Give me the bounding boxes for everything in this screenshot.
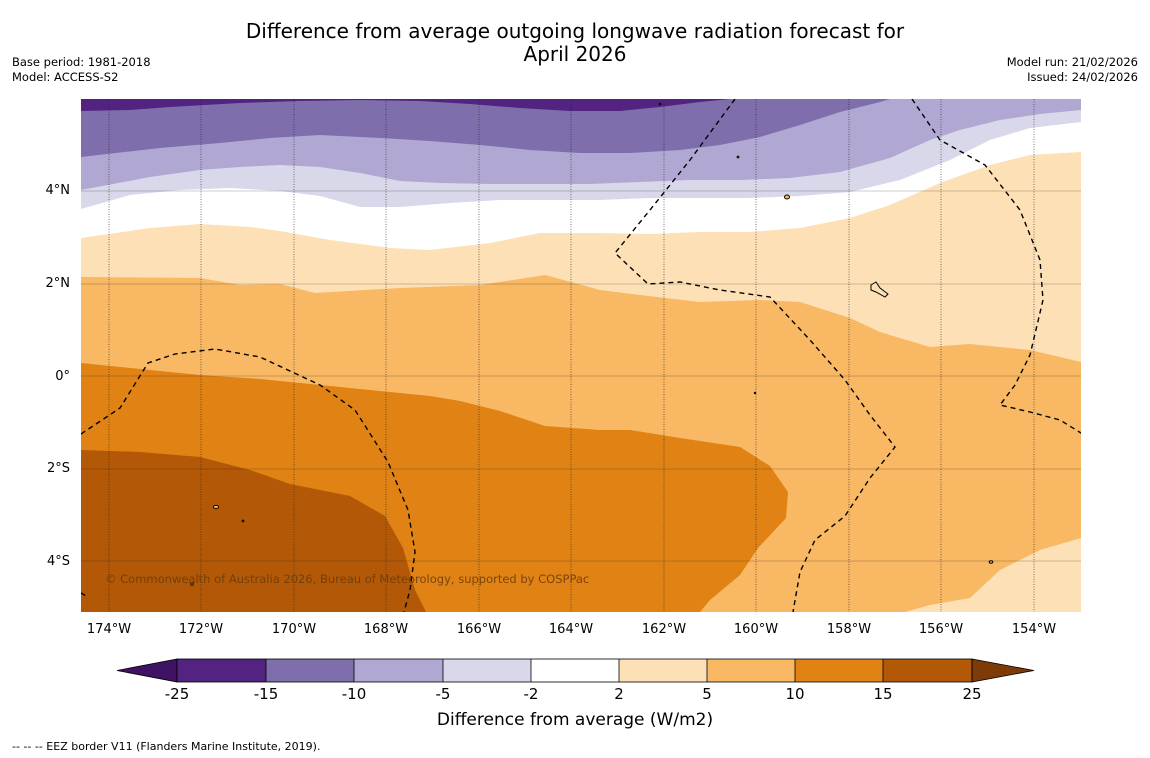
colorbar-tick: 2	[614, 685, 624, 703]
islands	[190, 102, 994, 586]
colorbar-cell	[443, 659, 531, 682]
colorbar-cell	[883, 659, 972, 682]
eez-border-east	[911, 99, 1081, 434]
eez-borders	[81, 99, 1081, 612]
colorbar-tick: -5	[435, 685, 451, 703]
colorbar-cell	[619, 659, 707, 682]
lon-label: 160°W	[733, 622, 779, 637]
eez-border-west	[81, 348, 416, 612]
model-run: Model run: 21/02/2026	[1006, 55, 1138, 69]
colorbar	[116, 658, 1035, 683]
eez-border-sw	[81, 592, 87, 597]
island	[658, 102, 662, 106]
colorbar-cell	[177, 659, 266, 682]
lat-label-4n: 4°N	[45, 183, 71, 198]
title-line-1: Difference from average outgoing longwav…	[245, 19, 905, 43]
colorbar-extend-min	[116, 658, 178, 683]
eez-legend-note: -- -- -- EEZ border V11 (Flanders Marine…	[12, 740, 321, 753]
island	[241, 519, 245, 523]
colorbar-cell	[354, 659, 443, 682]
lon-label: 164°W	[548, 622, 594, 637]
lat-label-4s: 4°S	[46, 554, 70, 569]
lon-label: 158°W	[826, 622, 872, 637]
lat-label-2s: 2°S	[46, 461, 70, 476]
island	[988, 560, 994, 564]
copyright-notice: © Commonwealth of Australia 2026, Bureau…	[105, 572, 590, 586]
lon-label: 168°W	[363, 622, 409, 637]
island	[190, 582, 194, 586]
island	[870, 281, 889, 298]
model-name: Model: ACCESS-S2	[12, 70, 119, 84]
island	[753, 391, 757, 395]
lon-label: 156°W	[918, 622, 964, 637]
map-plot-area	[81, 99, 1081, 612]
island	[784, 194, 790, 200]
eez-border-central	[614, 99, 896, 612]
colorbar-cell	[531, 659, 619, 682]
chart-title: Difference from average outgoing longwav…	[0, 20, 1150, 66]
colorbar-tick: -25	[164, 685, 190, 703]
band-neg25-neg15	[81, 99, 730, 111]
lat-label-2n: 2°N	[45, 276, 71, 291]
colorbar-cell	[795, 659, 883, 682]
colorbar-tick: 15	[873, 685, 893, 703]
colorbar-tick: -15	[253, 685, 279, 703]
issued-date: Issued: 24/02/2026	[1027, 70, 1138, 84]
lon-label: 162°W	[641, 622, 687, 637]
base-period: Base period: 1981-2018	[12, 55, 151, 69]
colorbar-tick: -2	[523, 685, 539, 703]
colorbar-extend-max	[971, 658, 1035, 683]
colorbar-outline	[176, 658, 973, 683]
colorbar-tick: 25	[962, 685, 982, 703]
lon-label: 170°W	[271, 622, 317, 637]
colorbar-tick: 5	[702, 685, 712, 703]
colorbar-tick: 10	[785, 685, 805, 703]
gridlines	[81, 99, 1081, 612]
lon-label: 172°W	[178, 622, 224, 637]
band-2-5-south	[905, 538, 1081, 612]
band-neg15-neg10	[81, 99, 890, 157]
lat-label-equator: 0°	[55, 369, 70, 384]
island	[213, 504, 219, 510]
colorbar-tick: -10	[341, 685, 367, 703]
lon-label: 174°W	[86, 622, 132, 637]
colorbar-cell	[707, 659, 795, 682]
meta-left: Base period: 1981-2018 Model: ACCESS-S2	[12, 55, 151, 85]
meta-right: Model run: 21/02/2026 Issued: 24/02/2026	[1007, 55, 1138, 85]
island	[736, 155, 740, 159]
colorbar-label: Difference from average (W/m2)	[436, 710, 714, 730]
lon-label: 166°W	[456, 622, 502, 637]
lon-label: 154°W	[1011, 622, 1057, 637]
title-line-2: April 2026	[523, 42, 627, 66]
band-15-25	[81, 450, 426, 612]
colorbar-cell	[266, 659, 354, 682]
